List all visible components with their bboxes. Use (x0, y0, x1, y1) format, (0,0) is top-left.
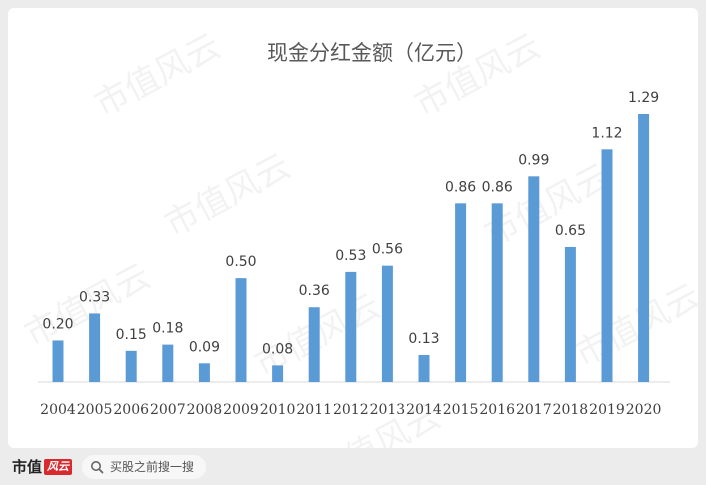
bar-2019 (601, 149, 613, 382)
bar-2012 (345, 271, 357, 382)
bar-2016 (491, 203, 503, 382)
search-button[interactable]: 买股之前搜一搜 (82, 454, 207, 479)
data-label-2009: 0.50 (225, 254, 256, 270)
bar-2007 (162, 344, 174, 382)
x-tick-label-2009: 2009 (223, 402, 259, 418)
x-tick-label-2015: 2015 (443, 402, 479, 418)
bar-2008 (198, 363, 210, 382)
bar-2015 (455, 203, 467, 382)
data-label-2019: 1.12 (591, 125, 622, 141)
x-tick-label-2011: 2011 (296, 402, 332, 418)
x-tick-label-2013: 2013 (370, 402, 406, 418)
bar-2017 (528, 176, 540, 382)
x-tick-label-2008: 2008 (187, 402, 223, 418)
x-tick-label-2018: 2018 (553, 402, 589, 418)
data-label-2011: 0.36 (299, 283, 330, 299)
bar-2011 (308, 307, 320, 382)
data-label-2007: 0.18 (152, 321, 183, 337)
x-tick-label-2016: 2016 (479, 402, 515, 418)
data-label-2004: 0.20 (42, 316, 73, 332)
bar-2009 (235, 278, 247, 382)
data-label-2018: 0.65 (555, 223, 586, 239)
x-tick-label-2010: 2010 (260, 402, 296, 418)
bar-2006 (125, 350, 137, 382)
bar-chart: 现金分红金额（亿元） 0.20 2004 0.33 2005 0.15 2006 0.18 2… (38, 41, 670, 418)
data-label-2012: 0.53 (335, 248, 366, 264)
x-tick-label-2004: 2004 (40, 402, 76, 418)
bar-2010 (272, 365, 284, 382)
x-tick-label-2014: 2014 (406, 402, 442, 418)
x-tick-label-2012: 2012 (333, 402, 369, 418)
data-label-2020: 1.29 (628, 90, 659, 106)
chart-card: 市值风云 市值风云 市值风云 市值风云 市值风云 市值风云 市值风云 市值风云 … (8, 8, 698, 448)
data-label-2015: 0.86 (445, 179, 476, 195)
data-label-2006: 0.15 (116, 327, 147, 343)
data-label-2014: 0.13 (408, 331, 439, 347)
x-tick-label-2006: 2006 (113, 402, 149, 418)
bar-2005 (89, 313, 101, 382)
bar-2018 (564, 246, 576, 382)
x-tick-label-2017: 2017 (516, 402, 552, 418)
brand-logo: 市值 风云 (12, 456, 73, 477)
data-label-2005: 0.33 (79, 289, 110, 305)
data-label-2016: 0.86 (482, 179, 513, 195)
bar-2014 (418, 354, 430, 382)
x-tick-label-2019: 2019 (589, 402, 625, 418)
bar-2004 (52, 340, 64, 382)
data-label-2013: 0.56 (372, 242, 403, 258)
search-text: 买股之前搜一搜 (110, 460, 195, 474)
brand-text: 市值 (12, 458, 43, 476)
x-tick-label-2007: 2007 (150, 402, 186, 418)
bar-2013 (381, 265, 393, 382)
data-label-2010: 0.08 (262, 341, 293, 357)
data-label-2008: 0.09 (189, 339, 220, 355)
x-tick-label-2020: 2020 (626, 402, 662, 418)
footer-bar: 市值 风云 买股之前搜一搜 (0, 448, 706, 485)
chart-title: 现金分红金额（亿元） (267, 41, 477, 65)
bar-2020 (638, 114, 650, 382)
x-tick-label-2005: 2005 (77, 402, 113, 418)
data-label-2017: 0.99 (518, 152, 549, 168)
brand-mark: 风云 (44, 458, 73, 475)
search-icon (91, 460, 104, 473)
